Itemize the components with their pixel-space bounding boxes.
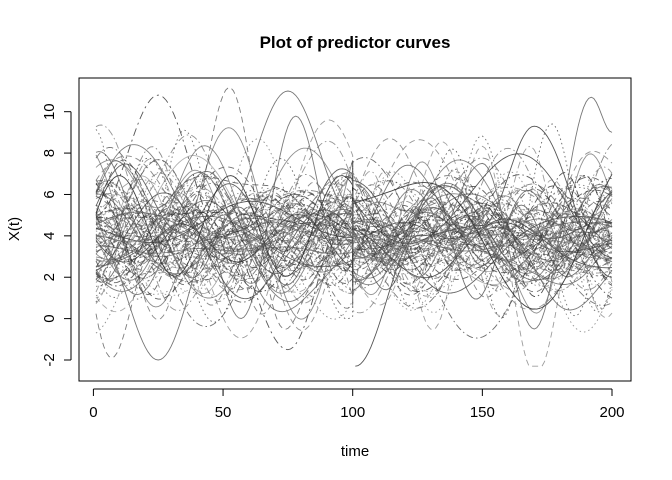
y-axis-label: X(t) <box>6 217 23 241</box>
x-tick-label: 50 <box>215 404 232 421</box>
x-tick-label: 100 <box>340 404 365 421</box>
predictor-curve <box>95 186 613 263</box>
y-tick-label: 6 <box>41 190 58 198</box>
predictor-curve <box>95 177 613 286</box>
chart-title: Plot of predictor curves <box>260 33 451 52</box>
x-axis-label: time <box>341 443 369 460</box>
predictor-curve <box>95 208 613 277</box>
predictor-curve <box>96 215 613 272</box>
predictor-curve <box>95 173 613 291</box>
x-tick-label: 150 <box>470 404 495 421</box>
predictor-curve <box>95 174 613 299</box>
plot-area-border <box>78 77 632 382</box>
curves-group <box>95 87 613 367</box>
representative-curve <box>355 96 613 330</box>
predictor-curve <box>95 187 612 298</box>
y-tick-label: 2 <box>41 273 58 281</box>
predictor-curve <box>95 169 613 296</box>
predictor-curve <box>95 159 613 286</box>
predictor-curve <box>95 183 613 300</box>
predictor-curve <box>95 115 613 319</box>
predictor-curve <box>95 175 613 280</box>
predictor-curve <box>95 188 613 296</box>
predictor-curve <box>95 139 613 310</box>
y-axis: -2 0 2 4 6 8 10 <box>41 103 72 367</box>
predictor-curve <box>95 211 613 252</box>
predictor-curve <box>95 180 613 278</box>
predictor-curve <box>95 186 613 299</box>
predictor-curve <box>95 197 613 287</box>
x-tick-label: 0 <box>89 404 97 421</box>
predictor-curve <box>95 189 613 296</box>
y-tick-label: -2 <box>41 353 58 366</box>
predictor-curve <box>95 192 613 271</box>
representative-curve <box>95 94 353 351</box>
representative-curve <box>355 125 613 367</box>
y-tick-label: 8 <box>41 149 58 157</box>
y-tick-label: 10 <box>41 103 58 120</box>
representative-curve <box>95 90 353 361</box>
predictor-curve <box>95 176 613 302</box>
y-tick-label: 4 <box>41 232 58 240</box>
predictor-curve <box>95 147 613 327</box>
x-axis: 0 50 100 150 200 <box>89 388 625 421</box>
y-tick-label: 0 <box>41 314 58 322</box>
x-tick-label: 200 <box>599 404 624 421</box>
predictor-curve <box>95 157 613 339</box>
